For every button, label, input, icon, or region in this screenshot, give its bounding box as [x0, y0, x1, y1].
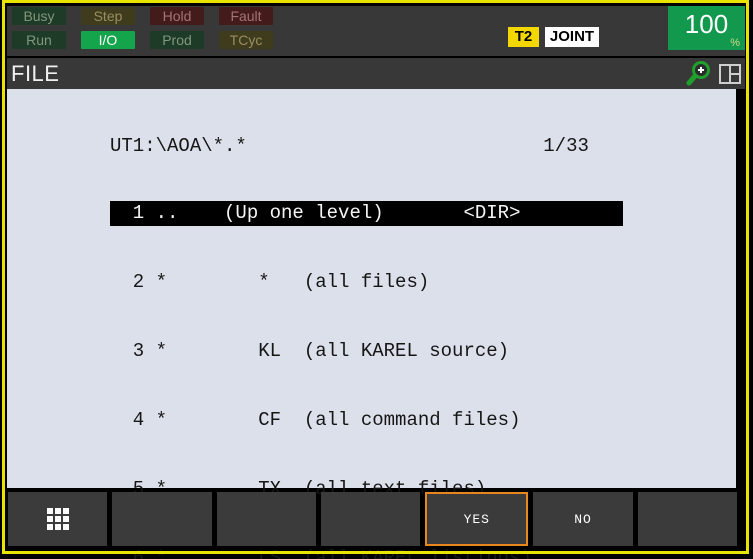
speed-override-indicator: 100 % — [668, 6, 745, 50]
no-softkey[interactable]: NO — [533, 492, 633, 546]
page-title: FILE — [11, 61, 60, 86]
speed-override-unit: % — [730, 37, 740, 49]
file-list-header: UT1:\AOA\*.* 1/33 — [110, 135, 589, 157]
zoom-icon[interactable] — [685, 60, 713, 92]
file-row[interactable]: 2 * * (all files) — [110, 271, 430, 293]
softkey-f3[interactable] — [216, 492, 316, 546]
softkey-bar: YES NO — [8, 492, 737, 546]
menu-grid-icon — [46, 508, 69, 530]
selection-highlight: 1 .. (Up one level) <DIR> — [110, 201, 624, 226]
led-run: Run — [12, 31, 66, 49]
speed-override-value: 100 — [684, 9, 729, 39]
title-bar: FILE — [7, 58, 745, 89]
led-busy: Busy — [12, 7, 66, 25]
motion-group-badge: JOINT — [545, 27, 599, 47]
led-hold: Hold — [150, 7, 204, 25]
led-fault: Fault — [219, 7, 273, 25]
title-bar-icons — [685, 60, 741, 92]
softkey-f2[interactable] — [112, 492, 212, 546]
led-tcyc: TCyc — [219, 31, 273, 49]
status-led-row-1: Busy Step Hold Fault — [12, 7, 273, 25]
softkey-f4[interactable] — [320, 492, 421, 546]
file-row-selected[interactable]: 1 .. (Up one level) <DIR> — [110, 201, 624, 226]
split-screen-icon[interactable] — [719, 63, 741, 90]
led-prod: Prod — [150, 31, 204, 49]
softkey-f7[interactable] — [637, 492, 737, 546]
status-led-panel: Busy Step Hold Fault Run I/O Prod TCyc — [12, 7, 273, 55]
file-row[interactable]: 6 * LS (all KAREL listings) — [110, 547, 532, 559]
yes-softkey[interactable]: YES — [425, 492, 529, 546]
file-row[interactable]: 3 * KL (all KAREL source) — [110, 340, 510, 362]
led-io: I/O — [81, 31, 135, 49]
file-screen-content: UT1:\AOA\*.* 1/33 1 .. (Up one level) <D… — [7, 89, 736, 559]
status-bar: Busy Step Hold Fault Run I/O Prod TCyc T… — [7, 6, 745, 56]
mode-badge-t2: T2 — [508, 27, 539, 47]
file-row[interactable]: 4 * CF (all command files) — [110, 409, 521, 431]
status-led-row-2: Run I/O Prod TCyc — [12, 31, 273, 49]
led-step: Step — [81, 7, 135, 25]
menu-softkey[interactable] — [8, 492, 108, 546]
file-list: UT1:\AOA\*.* 1/33 1 .. (Up one level) <D… — [110, 92, 624, 559]
